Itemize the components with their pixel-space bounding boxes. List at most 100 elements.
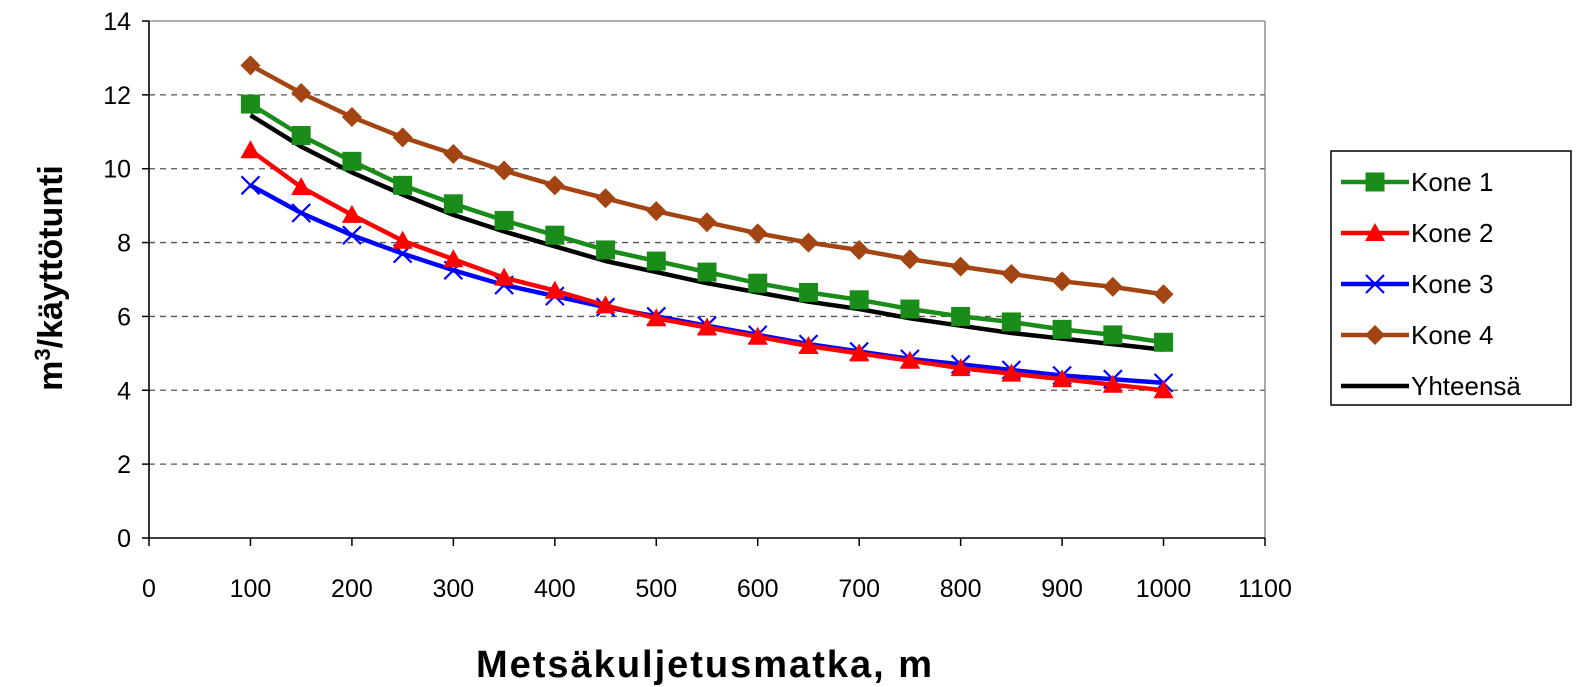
series-kone-1 <box>240 94 1174 352</box>
legend-item-kone-1: Kone 1 <box>1341 167 1493 197</box>
data-point-kone-4-900 <box>1052 271 1073 292</box>
x-tick-label-400: 400 <box>534 575 576 603</box>
series-kone-2 <box>240 140 1174 399</box>
data-point-kone-2-900 <box>1052 369 1073 388</box>
y-tick-label-14: 14 <box>103 8 131 36</box>
data-point-kone-1-400 <box>545 225 565 245</box>
data-point-kone-1-700 <box>849 290 869 310</box>
data-point-kone-1-550 <box>697 262 717 282</box>
x-tick-label-500: 500 <box>635 575 677 603</box>
legend-label-kone-1: Kone 1 <box>1411 167 1493 197</box>
data-point-kone-1-1000 <box>1154 332 1174 352</box>
data-point-kone-2-200 <box>341 204 362 223</box>
data-point-kone-4-500 <box>646 201 667 222</box>
x-tick-label-1100: 1100 <box>1238 575 1292 603</box>
x-tick-label-600: 600 <box>737 575 779 603</box>
data-point-kone-2-150 <box>291 177 312 196</box>
data-point-kone-1-250 <box>393 175 413 195</box>
data-point-kone-1-850 <box>1001 312 1021 332</box>
y-tick-label-0: 0 <box>117 525 131 553</box>
y-tick-label-4: 4 <box>117 377 131 405</box>
data-point-kone-4-750 <box>899 249 920 270</box>
x-tick-label-300: 300 <box>433 575 475 603</box>
data-point-kone-2-850 <box>1001 363 1022 382</box>
data-point-kone-4-300 <box>443 143 464 164</box>
data-point-kone-3-150 <box>291 203 311 223</box>
data-point-kone-4-350 <box>494 160 515 181</box>
legend-marker-kone-1 <box>1365 172 1385 192</box>
data-point-kone-1-450 <box>596 240 616 260</box>
data-point-kone-2-500 <box>646 308 667 327</box>
data-point-kone-4-400 <box>544 175 565 196</box>
axes: 0 2 4 6 8 10 12 14 0 100 200 300 400 500 600 700 800 900 1… <box>103 8 1292 603</box>
data-point-kone-1-950 <box>1103 325 1123 345</box>
legend-item-kone-3: Kone 3 <box>1341 269 1493 299</box>
data-point-kone-4-950 <box>1102 276 1123 297</box>
data-point-kone-2-700 <box>849 343 870 362</box>
data-point-kone-4-450 <box>595 188 616 209</box>
y-tick-label-8: 8 <box>117 230 131 258</box>
legend: Kone 1 Kone 2 Kone 3 Kone 4 Yhteensä <box>1330 150 1572 406</box>
x-tick-label-700: 700 <box>838 575 880 603</box>
data-point-kone-4-600 <box>747 223 768 244</box>
data-point-kone-1-150 <box>291 125 311 145</box>
series-kone-4 <box>240 55 1174 305</box>
data-point-kone-4-1000 <box>1153 284 1174 305</box>
data-point-kone-1-500 <box>646 251 666 271</box>
data-point-kone-3-100 <box>240 175 261 196</box>
data-point-kone-2-800 <box>950 358 971 377</box>
data-point-kone-2-350 <box>494 267 515 286</box>
data-point-kone-4-100 <box>240 55 261 76</box>
x-axis-title: Metsäkuljetusmatka, m <box>476 644 934 686</box>
data-point-kone-4-850 <box>1001 263 1022 284</box>
data-point-kone-1-100 <box>240 94 260 114</box>
data-point-kone-4-150 <box>291 83 312 104</box>
y-tick-label-10: 10 <box>103 156 131 184</box>
data-point-kone-4-250 <box>392 127 413 148</box>
legend-marker-kone-4 <box>1365 325 1385 345</box>
legend-marker-kone-2 <box>1365 223 1385 241</box>
x-tick-label-100: 100 <box>230 575 272 603</box>
y-tick-label-2: 2 <box>117 451 131 479</box>
data-point-kone-1-350 <box>494 210 514 230</box>
legend-label-kone-3: Kone 3 <box>1411 269 1493 299</box>
legend-item-yhteens-: Yhteensä <box>1341 371 1521 401</box>
y-axis-title-rest: /käyttötunti <box>32 165 70 348</box>
y-axis-title-superscript: 3 <box>30 348 55 360</box>
data-point-kone-4-550 <box>697 212 717 233</box>
legend-label-kone-2: Kone 2 <box>1411 218 1493 248</box>
data-point-kone-1-900 <box>1052 319 1072 339</box>
data-point-kone-2-450 <box>595 295 616 314</box>
data-point-kone-2-250 <box>392 230 413 249</box>
data-point-kone-3-200 <box>342 225 362 245</box>
data-point-kone-2-100 <box>240 140 261 159</box>
data-point-kone-2-300 <box>443 249 464 268</box>
x-tick-label-1000: 1000 <box>1136 575 1192 603</box>
data-point-kone-2-750 <box>899 350 920 369</box>
legend-marker-kone-3 <box>1365 274 1385 294</box>
data-point-kone-2-950 <box>1102 374 1123 393</box>
data-point-kone-1-650 <box>798 282 818 302</box>
x-tick-label-0: 0 <box>142 575 156 603</box>
data-point-kone-4-650 <box>798 232 819 253</box>
y-tick-label-12: 12 <box>103 82 131 110</box>
data-point-kone-2-550 <box>697 317 717 336</box>
series-lines <box>240 55 1174 399</box>
data-point-kone-2-400 <box>544 280 565 299</box>
x-tick-label-200: 200 <box>331 575 373 603</box>
legend-label-kone-4: Kone 4 <box>1411 320 1493 350</box>
x-tick-label-800: 800 <box>940 575 982 603</box>
x-tick-label-900: 900 <box>1041 575 1083 603</box>
data-point-kone-4-800 <box>950 256 971 277</box>
data-point-kone-1-200 <box>342 151 362 171</box>
y-axis-title-base: m <box>32 361 70 391</box>
data-point-kone-4-200 <box>341 107 362 128</box>
data-point-kone-1-800 <box>951 306 971 326</box>
legend-box <box>1330 150 1572 406</box>
data-point-kone-1-750 <box>900 299 920 319</box>
legend-item-kone-4: Kone 4 <box>1341 320 1493 350</box>
data-point-kone-1-600 <box>748 273 768 293</box>
gridlines <box>149 20 1266 538</box>
data-point-kone-1-300 <box>443 194 463 214</box>
legend-item-kone-2: Kone 2 <box>1341 218 1493 248</box>
